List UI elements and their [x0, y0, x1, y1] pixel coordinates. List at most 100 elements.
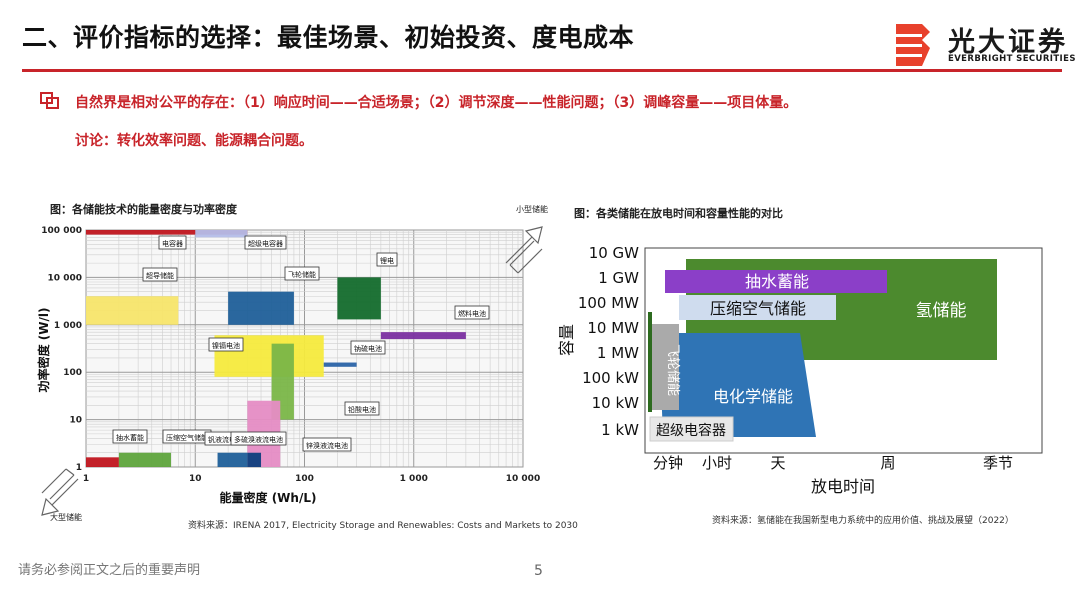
large-storage-label: 大型储能	[50, 512, 82, 522]
bullet-squares-icon	[40, 92, 59, 109]
left-y-axis-label: 功率密度 (W/l)	[36, 308, 51, 393]
region-压缩空气储能	[118, 452, 172, 467]
small-storage-arrow-icon	[505, 226, 543, 264]
region-钠硫电池	[323, 362, 357, 367]
y-tick-label: 10 kW	[592, 394, 640, 412]
label-box	[208, 337, 244, 352]
x-tick-label: 季节	[983, 454, 1013, 472]
region-flywheel	[651, 324, 679, 410]
region-抽水蓄能	[86, 457, 119, 467]
page-title: 二、评价指标的选择：最佳场景、初始投资、度电成本	[22, 23, 635, 52]
region-超导储能	[86, 296, 179, 325]
small-storage-label: 小型储能	[516, 204, 548, 214]
y-tick-label: 1 000	[54, 321, 82, 331]
region-label: 多硫溴液流电池	[234, 435, 283, 444]
region-flywheel-edge	[648, 312, 652, 412]
region-超级电容器	[195, 230, 248, 238]
label-box	[112, 429, 148, 444]
region-多硫溴液流电池	[247, 452, 262, 467]
label-box	[244, 235, 287, 250]
large-storage-arrow-body-icon	[41, 468, 75, 500]
label-box	[158, 235, 187, 250]
discharge-time-capacity-chart: 10 GW 1 GW 100 MW 10 MW 1 MW 100 kW 10 kW 1 kW 分…	[557, 244, 1043, 496]
right-figure-source: 资料来源：氢储能在我国新型电力系统中的应用价值、挑战及展望（2022）	[712, 516, 1014, 526]
page-number: 5	[534, 563, 543, 579]
label-box	[376, 252, 398, 267]
x-tick-label: 周	[880, 454, 895, 472]
energy-power-density-chart: 1 10 100 1 000 10 000 100 000 10 000 1 000 100 10…	[36, 204, 548, 522]
footer-disclaimer: 请务必参阅正文之后的重要声明	[18, 563, 201, 578]
y-tick-label: 10 GW	[589, 244, 639, 262]
bullet-text-1: 自然界是相对公平的存在：（1）响应时间——合适场景；（2）调节深度——性能问题；…	[75, 95, 798, 111]
region-compressed-air	[679, 295, 836, 320]
label-pumped-hydro: 抽水蓄能	[745, 272, 809, 291]
logo-subtext: EVERBRIGHT SECURITIES	[948, 54, 1076, 64]
region-label: 燃料电池	[458, 309, 486, 318]
label-supercapacitor: 超级电容器	[656, 422, 726, 439]
left-x-axis-label: 能量密度 (Wh/L)	[220, 490, 317, 505]
label-box	[302, 437, 352, 452]
y-tick-label: 1 MW	[597, 344, 639, 362]
region-飞轮储能	[228, 291, 294, 325]
region-锂电	[337, 277, 381, 320]
title-divider	[22, 69, 1062, 72]
y-tick-label: 100 kW	[582, 369, 639, 387]
label-hydrogen: 氢储能	[916, 301, 967, 321]
label-box	[284, 266, 320, 281]
x-tick-label: 分钟	[653, 454, 683, 472]
x-tick-label: 10	[189, 474, 202, 484]
region-钒液流电池	[217, 452, 248, 467]
bullet-text-2: 讨论：转化效率问题、能源耦合问题。	[75, 133, 313, 149]
logo-text: 光大证券	[948, 27, 1068, 58]
right-y-axis-label: 容量	[557, 324, 576, 356]
region-燃料电池	[380, 332, 466, 340]
x-tick-label: 10 000	[506, 474, 540, 484]
x-tick-label: 1	[83, 474, 89, 484]
y-tick-label: 10 000	[48, 273, 82, 283]
left-figure-source: 资料来源：IRENA 2017, Electricity Storage and…	[188, 521, 578, 531]
label-box	[344, 401, 380, 416]
label-box	[350, 340, 386, 355]
left-chart-regions	[86, 230, 466, 467]
region-label: 超导储能	[146, 271, 174, 280]
y-tick-label: 10	[69, 416, 82, 426]
region-label: 钠硫电池	[354, 344, 382, 353]
x-tick-label: 小时	[702, 454, 732, 472]
y-tick-label: 1	[76, 463, 82, 473]
right-figure-title: 图：各类储能在放电时间和容量性能的对比	[574, 207, 783, 220]
y-tick-label: 100 000	[41, 226, 82, 236]
region-label: 镍镉电池	[212, 341, 240, 350]
region-pumped-hydro	[665, 270, 887, 293]
label-flywheel: 飞轮储能	[665, 344, 680, 396]
left-figure-title: 图：各储能技术的能量密度与功率密度	[50, 203, 237, 216]
small-storage-arrow-body-icon	[509, 240, 543, 274]
left-chart-ticks: 1 10 100 1 000 10 000 100 000 10 000 1 000 100 10…	[41, 226, 540, 484]
y-tick-label: 100 MW	[578, 294, 639, 312]
y-tick-label: 100	[63, 368, 82, 378]
right-chart-ticks: 10 GW 1 GW 100 MW 10 MW 1 MW 100 kW 10 kW 1 kW 分…	[578, 244, 1013, 472]
region-电容器	[86, 230, 248, 235]
region-label: 锌溴液流电池	[306, 441, 348, 450]
y-tick-label: 10 MW	[587, 319, 639, 337]
region-electrochemical	[659, 333, 816, 437]
label-electrochemical: 电化学储能	[713, 387, 793, 406]
region-label: 锂电	[380, 256, 394, 265]
y-tick-label: 1 GW	[598, 269, 639, 287]
region-label: 铅酸电池	[348, 405, 376, 414]
large-storage-arrow-icon	[41, 478, 79, 516]
y-tick-label: 1 kW	[601, 421, 639, 439]
right-x-axis-label: 放电时间	[811, 477, 875, 496]
x-tick-label: 1 000	[400, 474, 428, 484]
label-compressed-air: 压缩空气储能	[710, 299, 806, 318]
region-label: 抽水蓄能	[116, 433, 144, 442]
label-box	[454, 305, 490, 320]
x-tick-label: 100	[295, 474, 314, 484]
region-铅酸电池	[271, 343, 294, 420]
brand-logo-icon	[896, 24, 930, 66]
region-label: 压缩空气储能	[166, 433, 208, 442]
x-tick-label: 天	[770, 454, 785, 472]
region-label: 飞轮储能	[288, 270, 316, 279]
region-label: 钒液流电池	[208, 435, 243, 444]
region-label: 电容器	[162, 239, 183, 248]
